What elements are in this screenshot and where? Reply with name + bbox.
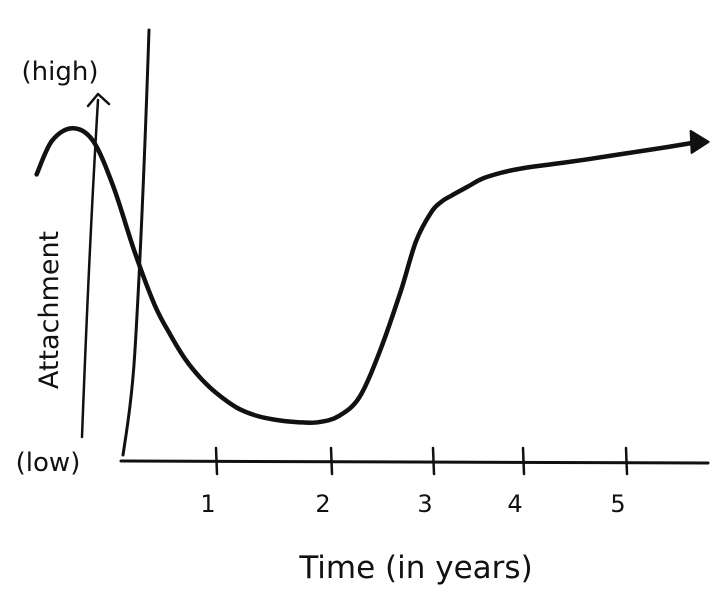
x-tick-label-4: 4 [507, 490, 522, 518]
curve-arrow-head [689, 129, 710, 154]
axes-group [80, 28, 710, 465]
y-axis-label: Attachment [34, 231, 65, 389]
x-tick-mark-2 [329, 446, 334, 476]
x-tick-label-5: 5 [610, 490, 625, 518]
y-direction-arrow-shaft [80, 98, 100, 439]
x-axis-line [119, 459, 710, 465]
x-tick-label-3: 3 [417, 490, 432, 518]
x-ticks-group [214, 446, 629, 476]
series-group [34, 125, 710, 426]
x-tick-mark-4 [521, 446, 526, 476]
y-high-label: (high) [22, 57, 99, 87]
x-tick-labels-group: 1 2 3 4 5 [200, 490, 625, 518]
x-axis-label: Time (in years) [298, 550, 532, 586]
y-low-label: (low) [16, 448, 81, 478]
x-tick-mark-1 [214, 446, 219, 476]
y-axis-line [121, 28, 151, 457]
x-tick-label-1: 1 [200, 490, 215, 518]
x-tick-label-2: 2 [315, 490, 330, 518]
x-tick-mark-3 [431, 446, 436, 476]
attachment-curve [34, 125, 695, 426]
y-direction-arrow-head [86, 92, 111, 108]
x-tick-mark-5 [624, 446, 629, 476]
